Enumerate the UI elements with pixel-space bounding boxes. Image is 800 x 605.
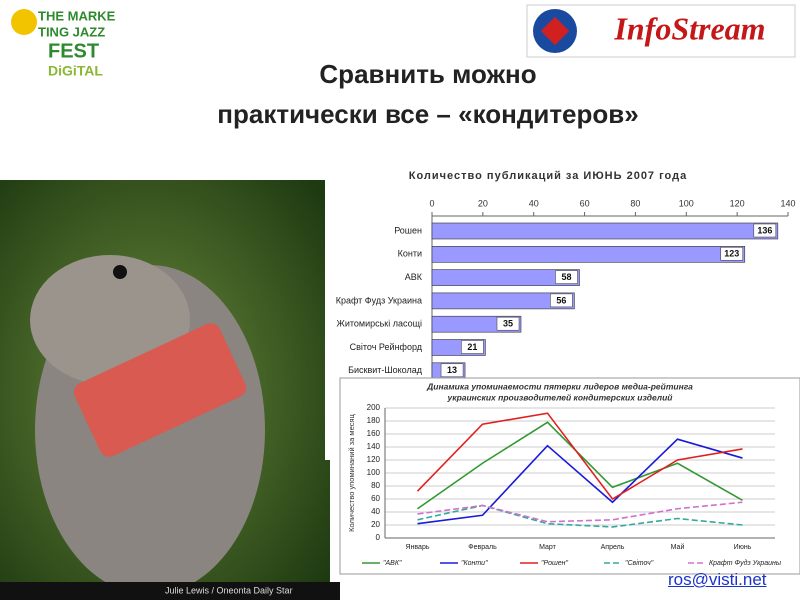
y-tick-label: АВК [405, 272, 423, 282]
value-label: 35 [503, 319, 513, 329]
chart-title: Количество публикаций за ИЮНЬ 2007 года [409, 170, 687, 182]
y-tick-label: 120 [367, 455, 381, 464]
x-tick-label: 120 [730, 198, 745, 208]
y-tick-label: 60 [371, 494, 380, 503]
bar [431, 222, 779, 240]
legend-label: Крафт Фудз Украины [709, 559, 782, 567]
x-tick-label: 40 [529, 198, 539, 208]
legend-label: "Рошен" [541, 560, 569, 567]
value-label: 56 [556, 295, 566, 305]
value-label-box [440, 363, 464, 378]
value-label-box [555, 270, 578, 284]
x-tick-label: Июнь [734, 544, 752, 551]
value-label: 136 [757, 225, 772, 235]
logo-text: FEST [48, 40, 99, 62]
x-tick-label: 80 [630, 198, 640, 208]
x-tick-label: 100 [679, 198, 694, 208]
logo-text: DiGiTAL [48, 63, 103, 79]
value-label-box [753, 223, 777, 238]
logo-text: THE MARKE [38, 8, 116, 23]
value-label-box [496, 316, 520, 331]
x-tick-label: 0 [429, 198, 434, 208]
bar [431, 269, 580, 286]
logo-bee [11, 9, 37, 35]
y-axis-label: Количество упоминаний за месяц [347, 413, 356, 531]
photo-eye [113, 265, 127, 279]
x-tick-label: Февраль [468, 544, 497, 551]
x-tick-label: 20 [478, 198, 488, 208]
y-tick-label: 80 [371, 481, 380, 490]
x-tick-label: Май [671, 543, 685, 551]
value-label: 58 [561, 272, 571, 282]
photo-credit: Julie Lewis / Oneonta Daily Star [165, 585, 293, 595]
value-label-box [550, 293, 573, 308]
series-line [416, 412, 743, 501]
photo-credit-bar [0, 582, 340, 600]
x-tick-label: Март [539, 544, 557, 551]
legend-label: "Конти" [461, 560, 488, 567]
logo-text: TING JAZZ [38, 24, 105, 39]
value-label-box [720, 247, 744, 261]
y-tick-label: 200 [367, 403, 381, 412]
slide-title: практически все – «кондитеров» [217, 99, 638, 129]
y-tick-label: 140 [367, 442, 381, 451]
y-tick-label: Житомирські ласощі [337, 319, 422, 329]
value-label: 123 [724, 249, 739, 259]
bar [431, 292, 575, 310]
y-tick-label: 180 [367, 416, 381, 425]
y-tick-label: Світоч Рейнфорд [350, 342, 423, 352]
series-line [417, 504, 743, 528]
y-tick-label: Конти [398, 249, 422, 259]
y-tick-label: 160 [367, 429, 381, 438]
y-tick-label: 100 [367, 468, 381, 477]
y-tick-label: 0 [376, 533, 381, 542]
y-tick-label: 40 [371, 507, 380, 516]
email-link[interactable]: ros@visti.net [668, 570, 767, 589]
y-tick-label: 20 [371, 520, 380, 529]
x-tick-label: Январь [406, 544, 430, 551]
x-tick-label: 140 [780, 198, 795, 208]
logo-emblem [540, 16, 570, 46]
series-line [417, 438, 743, 525]
logo-infostream: InfoStream [613, 10, 765, 46]
chart-panel [339, 377, 800, 575]
chart-title: украинских производителей кондитерских и… [447, 392, 674, 402]
photo-wrapper [73, 323, 247, 457]
bar [431, 246, 746, 263]
value-label: 21 [467, 342, 477, 352]
slide-title: Сравнить можно [319, 59, 536, 89]
legend-label: "Світоч" [625, 559, 654, 567]
legend-label: "АВК" [383, 560, 402, 567]
series-line [417, 501, 743, 523]
x-tick-label: Апрель [601, 544, 625, 551]
chart-title: Динамика упоминаемости пятерки лидеров м… [426, 381, 693, 391]
y-tick-label: Бисквит-Шоколад [348, 365, 423, 375]
y-tick-label: Крафт Фудз Украина [336, 295, 422, 305]
y-tick-label: Рошен [394, 225, 422, 235]
value-label: 13 [447, 365, 457, 375]
x-tick-label: 60 [580, 198, 590, 208]
value-label-box [461, 340, 484, 354]
